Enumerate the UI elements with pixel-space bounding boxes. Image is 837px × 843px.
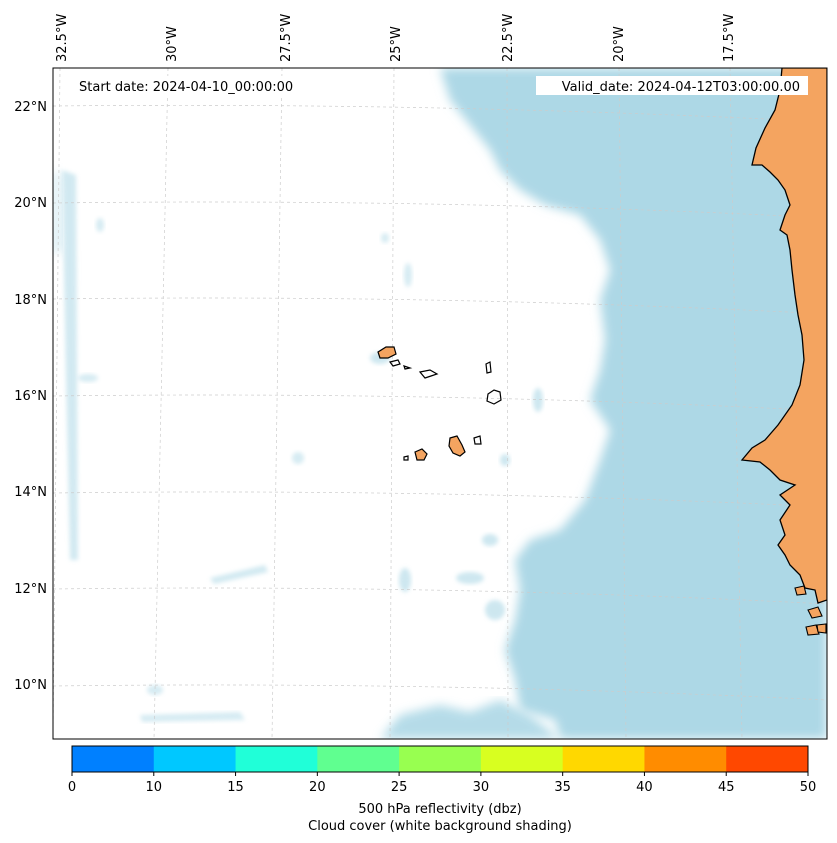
island-sal — [485, 361, 492, 374]
colorbar-tick-label: 45 — [718, 780, 735, 795]
colorbar-swatch — [399, 746, 482, 772]
cloud-blob-k — [381, 233, 389, 243]
cloud-blob-c — [399, 568, 411, 592]
island-santiago — [448, 435, 466, 457]
colorbar-tick-label: 35 — [554, 780, 571, 795]
island-sao-vicente — [388, 359, 401, 367]
island-sao-nicolau — [418, 369, 439, 379]
colorbar-swatch — [562, 746, 645, 772]
colorbar-swatch — [72, 746, 155, 772]
colorbar-tick-label: 0 — [68, 780, 76, 795]
cloud-region-south — [380, 700, 560, 739]
lon-label: 30°W — [165, 26, 180, 62]
colorbar-swatch — [644, 746, 727, 772]
lat-label: 18°N — [14, 293, 47, 308]
cloud-band-west — [62, 170, 78, 560]
lat-label: 10°N — [14, 678, 47, 693]
longitude-labels: 32.5°W 30°W 27.5°W 25°W 22.5°W 20°W 17.5… — [55, 14, 737, 62]
cloud-streak-a — [140, 712, 245, 722]
colorbar-swatch — [726, 746, 809, 772]
cloud-blob-f — [500, 454, 510, 466]
land-islet-bijagos-c — [816, 623, 827, 634]
cloud-blob-m — [78, 374, 98, 382]
cloud-blob-b — [485, 600, 505, 620]
latitude-labels: 22°N 20°N 18°N 16°N 14°N 12°N 10°N — [14, 100, 47, 693]
lon-label: 17.5°W — [722, 14, 737, 62]
colorbar-tick-label: 40 — [636, 780, 653, 795]
cloud-blob-e — [482, 534, 498, 546]
cloud-blob-i — [147, 685, 163, 695]
cloud-region-east — [440, 68, 827, 739]
island-maio — [473, 435, 482, 445]
colorbar-tick-label: 50 — [800, 780, 817, 795]
cloud-blob-a — [456, 572, 484, 584]
lon-label: 20°W — [612, 26, 627, 62]
gridlines — [53, 68, 827, 739]
lon-label: 22.5°W — [501, 14, 516, 62]
lon-label: 27.5°W — [279, 14, 294, 62]
island-fogo — [414, 448, 428, 461]
lat-label: 14°N — [14, 485, 47, 500]
land-islet-coast — [794, 585, 807, 596]
colorbar-swatch — [235, 746, 318, 772]
cloud-blob-h — [292, 452, 304, 464]
colorbar-tick-label: 15 — [227, 780, 244, 795]
colorbar-tick-label: 25 — [391, 780, 408, 795]
cloud-blob-l — [96, 218, 104, 232]
lat-label: 22°N — [14, 100, 47, 115]
lat-label: 20°N — [14, 196, 47, 211]
start-date-label: Start date: 2024-04-10_00:00:00 — [79, 80, 293, 95]
colorbar-title: 500 hPa reflectivity (dbz) — [358, 802, 521, 817]
colorbar-tick-label: 10 — [146, 780, 163, 795]
colorbar-swatch — [480, 746, 564, 772]
cloud-patch-northwest — [53, 170, 62, 255]
lat-label: 12°N — [14, 582, 47, 597]
colorbar-swatches — [72, 746, 809, 772]
colorbar-swatch — [153, 746, 237, 772]
colorbar-ticks: 0 10 15 20 25 30 35 40 45 50 — [68, 772, 816, 795]
island-santa-luzia — [403, 365, 413, 370]
cloud-blob-d — [533, 388, 543, 412]
lon-label: 25°W — [389, 26, 404, 62]
valid-date-label: Valid_date: 2024-04-12T03:00:00.00 — [562, 80, 800, 95]
start-date-box — [70, 76, 320, 95]
island-santo-antao — [377, 346, 397, 359]
valid-date-box — [536, 76, 808, 95]
island-boa-vista — [486, 389, 502, 405]
land-islet-bijagos-b — [805, 624, 820, 636]
cloud-cover-shading — [53, 68, 827, 739]
colorbar-tick-label: 30 — [473, 780, 490, 795]
cloud-blob-j — [404, 263, 412, 287]
colorbar: 0 10 15 20 25 30 35 40 45 50 500 hPa reflectivity… — [68, 745, 816, 834]
cape-verde-islands — [377, 346, 502, 461]
land-islet-bijagos-a — [807, 606, 823, 619]
land-mainland — [740, 68, 827, 604]
lat-label: 16°N — [14, 389, 47, 404]
colorbar-swatch — [317, 746, 400, 772]
cloud-streak-b — [210, 565, 268, 584]
colorbar-subtitle: Cloud cover (white background shading) — [308, 819, 572, 834]
colorbar-tick-label: 20 — [309, 780, 326, 795]
lon-label: 32.5°W — [55, 14, 70, 62]
island-brava — [403, 455, 409, 461]
